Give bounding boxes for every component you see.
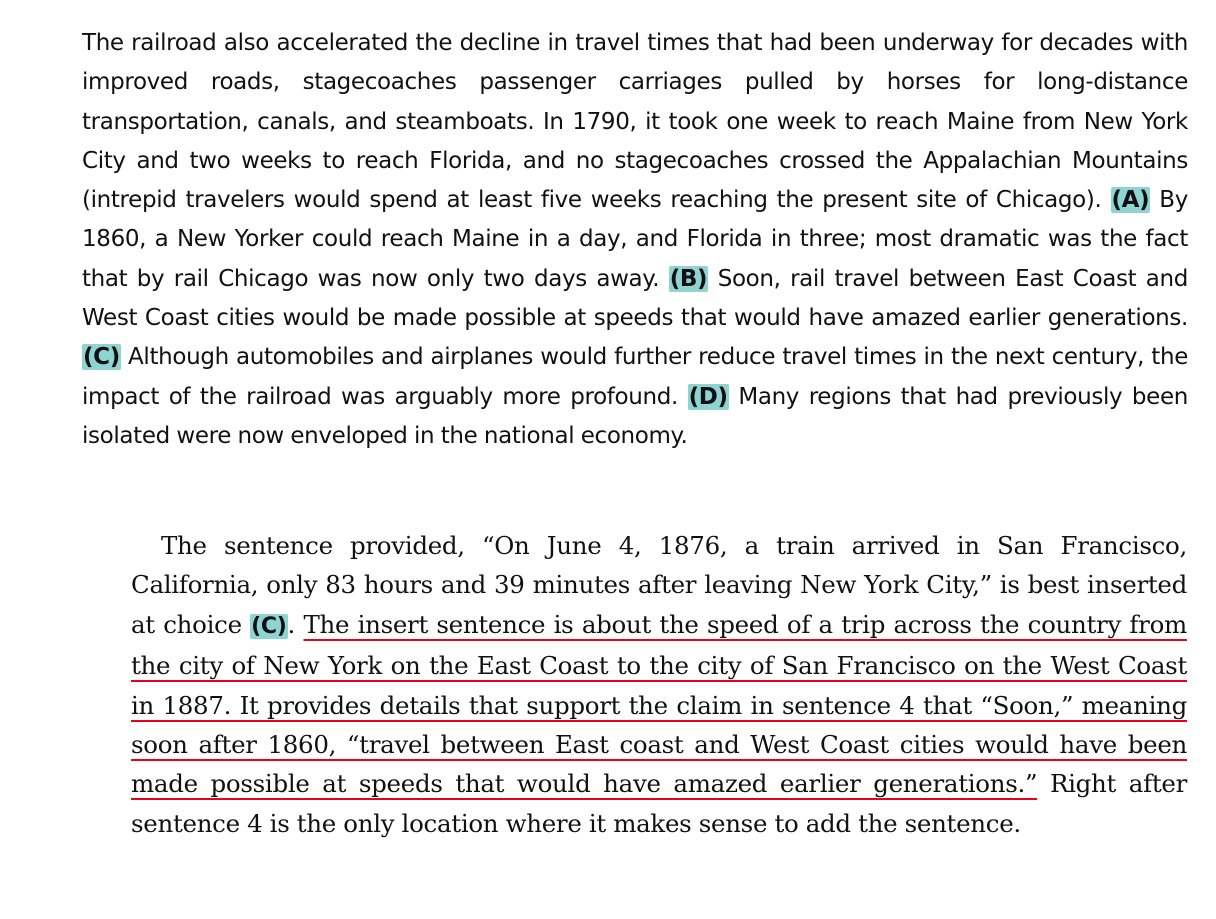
- passage-sentence-3: Soon, rail travel between East Coast and…: [82, 265, 1188, 332]
- insert-marker-d: (D): [687, 383, 729, 410]
- insert-marker-b: (B): [668, 265, 709, 292]
- explanation-punctuation: .: [287, 609, 296, 639]
- reading-passage: The railroad also accelerated the declin…: [82, 24, 1188, 456]
- answer-explanation: The sentence provided, “On June 4, 1876,…: [131, 526, 1187, 843]
- answer-choice-marker: (C): [250, 613, 288, 639]
- explanation-intro: The sentence provided, “On June 4, 1876,…: [131, 531, 1187, 639]
- passage-sentence-5: Many regions that had previously been is…: [82, 383, 1189, 449]
- insert-marker-c: (C): [82, 344, 121, 371]
- passage-sentence-2: By 1860, a New Yorker could reach Maine …: [82, 187, 1188, 292]
- underlined-reasoning: The insert sentence is about the speed o…: [131, 609, 1187, 799]
- passage-sentence-1: The railroad also accelerated the declin…: [82, 30, 1188, 214]
- explanation-conclusion: Right after sentence 4 is the only locat…: [131, 769, 1188, 838]
- insert-marker-a: (A): [1110, 187, 1151, 214]
- passage-sentence-4: Although automobiles and airplanes would…: [82, 344, 1188, 410]
